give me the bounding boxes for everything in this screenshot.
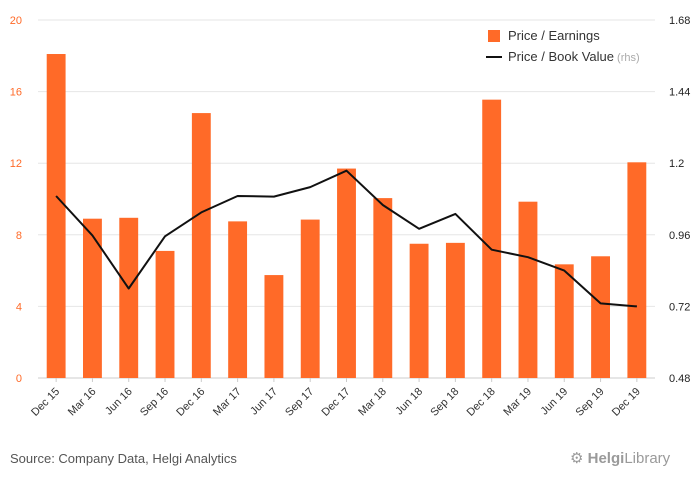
pbv-line bbox=[55, 169, 637, 308]
x-tick-label: Jun 17 bbox=[248, 386, 280, 418]
pe-bar bbox=[337, 168, 356, 378]
logo-rest: Library bbox=[624, 450, 671, 467]
helgi-library-logo: ⚙ HelgiLibrary bbox=[570, 449, 670, 467]
logo-brand: Helgi bbox=[587, 450, 625, 467]
x-tick-label: Jun 16 bbox=[103, 386, 135, 418]
pe-bar bbox=[119, 217, 139, 378]
pe-bar bbox=[373, 198, 393, 378]
x-tick-label: Mar 16 bbox=[66, 386, 99, 419]
x-tick-label: Mar 19 bbox=[501, 386, 534, 419]
pe-bar bbox=[228, 221, 248, 378]
x-tick-label: Jun 18 bbox=[393, 386, 425, 418]
legend-label-pbv: Price / Book Value (rhs) bbox=[508, 49, 640, 64]
pe-bar bbox=[627, 162, 647, 378]
pe-bar bbox=[83, 218, 102, 378]
right-axis-tick-label: 1.44 bbox=[669, 87, 690, 99]
x-tick-label: Dec 19 bbox=[610, 386, 643, 419]
x-tick-label: Jun 19 bbox=[539, 386, 571, 418]
pe-bar bbox=[264, 275, 284, 378]
left-axis-tick-label: 0 bbox=[16, 373, 22, 385]
source-note: Source: Company Data, Helgi Analytics bbox=[10, 451, 237, 466]
right-axis-tick-label: 0.48 bbox=[669, 373, 690, 385]
pe-bar bbox=[518, 201, 538, 378]
left-axis-tick-label: 4 bbox=[16, 301, 22, 313]
x-tick-label: Sep 19 bbox=[574, 386, 607, 419]
logo-icon: ⚙ bbox=[570, 450, 584, 467]
x-tick-label: Mar 17 bbox=[211, 386, 244, 419]
pe-bar bbox=[46, 54, 66, 378]
x-tick-label: Dec 17 bbox=[319, 386, 352, 419]
right-axis-tick-label: 1.2 bbox=[669, 158, 684, 170]
pe-bar bbox=[554, 264, 574, 378]
x-tick-label: Sep 16 bbox=[138, 386, 171, 419]
legend-label-pe: Price / Earnings bbox=[508, 28, 600, 43]
pe-bar bbox=[191, 113, 211, 378]
x-tick-label: Sep 18 bbox=[428, 386, 461, 419]
pe-bar bbox=[445, 242, 465, 378]
pe-bar bbox=[591, 256, 610, 378]
right-axis-tick-label: 0.96 bbox=[669, 230, 690, 242]
legend-swatch-pe bbox=[488, 30, 500, 42]
x-tick-label: Dec 15 bbox=[29, 386, 62, 419]
right-axis-tick-label: 1.68 bbox=[669, 15, 690, 27]
x-tick-label: Sep 17 bbox=[283, 386, 316, 419]
left-axis-tick-label: 12 bbox=[10, 158, 22, 170]
pe-bar bbox=[300, 219, 320, 378]
left-axis-tick-label: 16 bbox=[10, 87, 22, 99]
pe-bar bbox=[155, 250, 175, 378]
left-axis-tick-label: 8 bbox=[16, 230, 22, 242]
pe-bar bbox=[409, 243, 429, 378]
legend-rhs-note: (rhs) bbox=[614, 52, 640, 64]
pe-bar bbox=[482, 99, 502, 378]
x-tick-label: Mar 18 bbox=[356, 386, 389, 419]
right-axis-tick-label: 0.72 bbox=[669, 301, 690, 313]
x-tick-label: Dec 16 bbox=[174, 386, 207, 419]
x-tick-label: Dec 18 bbox=[465, 386, 498, 419]
left-axis-tick-label: 20 bbox=[10, 15, 22, 27]
